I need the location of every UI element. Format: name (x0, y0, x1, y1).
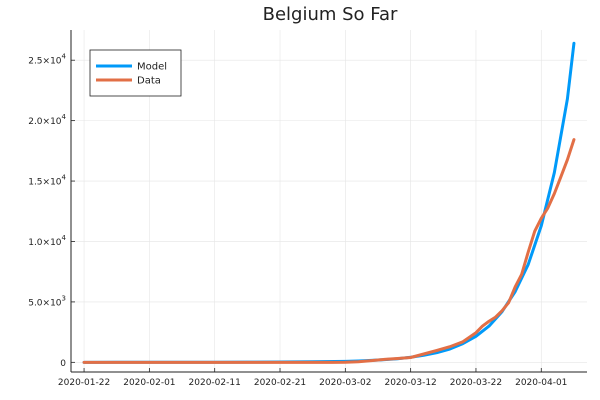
y-tick-label: 1.5×104 (28, 174, 66, 188)
axes (70, 30, 587, 373)
y-tick-exponent: 4 (62, 113, 67, 121)
y-tick-exponent: 4 (62, 53, 67, 61)
y-tick-exponent: 4 (62, 174, 67, 182)
x-tick-label: 2020-04-01 (515, 378, 567, 388)
x-tick-label: 2020-02-11 (189, 378, 241, 388)
tick-labels: 2020-01-22 2020-02-01 2020-02-11 2020-02-21… (28, 53, 567, 388)
legend-label-data: Data (137, 76, 161, 87)
legend-box (89, 49, 182, 97)
y-tick-mantissa: 2.5×10 (28, 57, 62, 67)
y-tick-mantissa: 5.0×10 (28, 298, 62, 308)
y-tick-label: 5.0×103 (28, 294, 66, 308)
y-tick-exponent: 3 (62, 294, 66, 302)
x-tick-label: 2020-02-01 (123, 378, 175, 388)
y-tick-mantissa: 1.0×10 (28, 238, 62, 248)
x-tick-label: 2020-01-22 (58, 378, 110, 388)
legend: Model Data (89, 49, 182, 97)
y-tick-label: 1.0×104 (28, 234, 66, 248)
legend-label-model: Model (137, 62, 167, 73)
y-tick-exponent: 4 (62, 234, 67, 242)
y-tick-label: 2.5×104 (28, 53, 66, 67)
x-tick-label: 2020-03-22 (450, 378, 502, 388)
series-lines (82, 41, 576, 364)
y-tick-mantissa: 2.0×10 (28, 117, 62, 127)
y-tick-label: 2.0×104 (28, 113, 66, 127)
chart-title: Belgium So Far (263, 4, 398, 25)
x-tick-label: 2020-03-12 (384, 378, 436, 388)
x-tick-label: 2020-03-02 (319, 378, 371, 388)
series-line-data (82, 138, 576, 364)
y-tick-mantissa: 1.5×10 (28, 178, 62, 188)
x-tick-label: 2020-02-21 (254, 378, 306, 388)
y-tick-label: 0 (60, 359, 66, 369)
y-tick-mantissa: 0 (60, 359, 66, 369)
